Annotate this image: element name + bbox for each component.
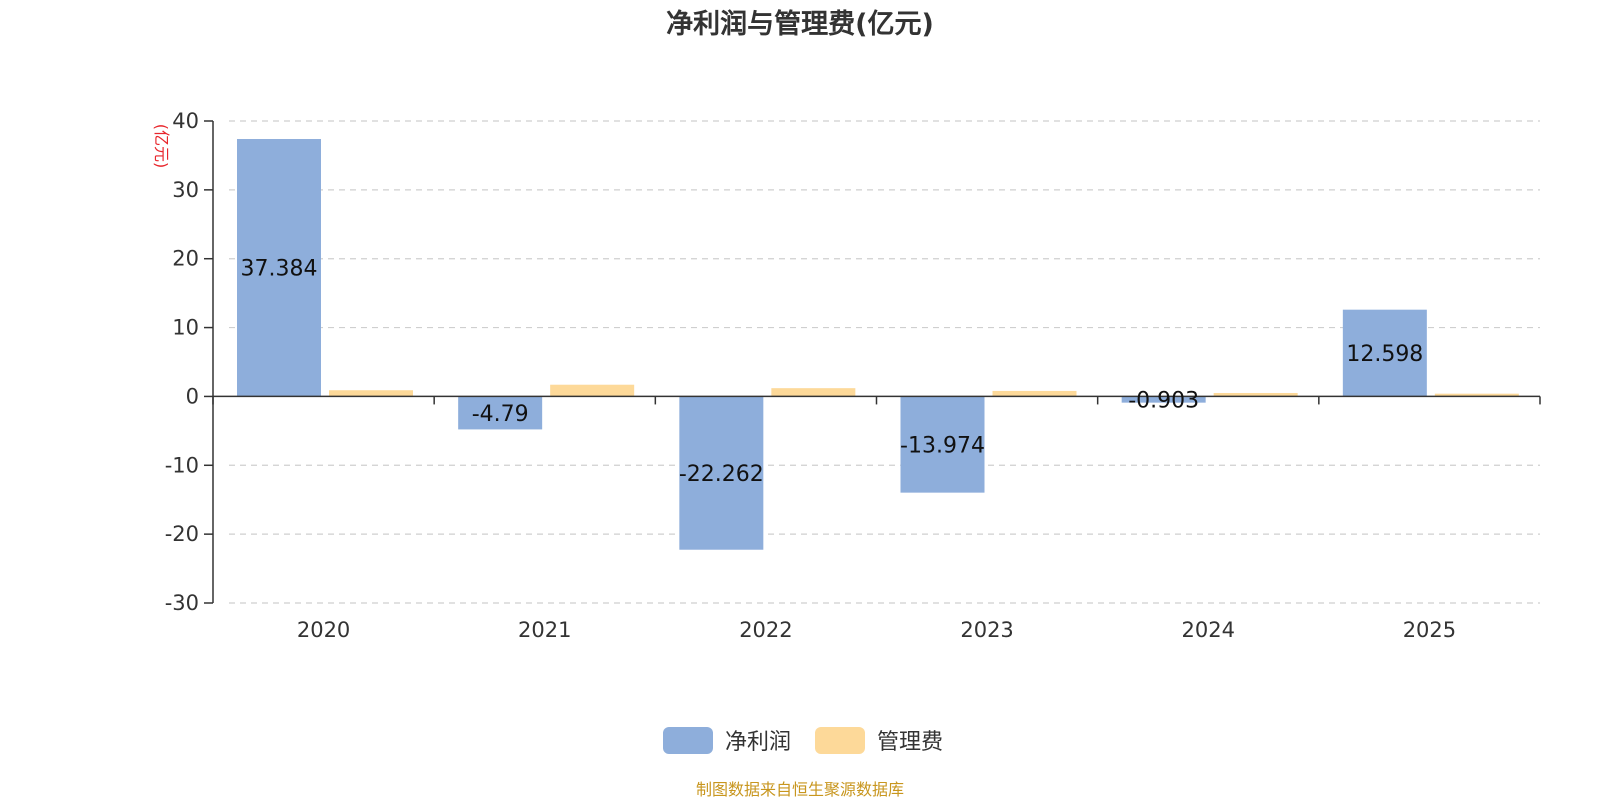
data-label: -0.903 bbox=[1128, 389, 1199, 414]
bar-net-profit bbox=[458, 396, 543, 430]
gridlines bbox=[229, 120, 1540, 604]
data-label: -4.79 bbox=[472, 402, 529, 427]
bar-admin-expense bbox=[992, 390, 1077, 397]
x-tick-label: 2021 bbox=[518, 618, 571, 642]
bar-net-profit bbox=[900, 396, 985, 493]
axes: 40 30 20 10 0 -10 -20 -30 2020 2021 2022 2023 2024 20… bbox=[165, 109, 1541, 642]
x-tick-label: 2022 bbox=[739, 618, 792, 642]
x-tick-label: 2023 bbox=[960, 618, 1013, 642]
y-tick-label: 20 bbox=[172, 247, 199, 271]
bar-net-profit bbox=[679, 396, 764, 550]
legend-swatch bbox=[663, 727, 713, 754]
legend-item[interactable]: 管理费 bbox=[815, 727, 943, 755]
legend[interactable]: 净利润 管理费 bbox=[663, 727, 943, 755]
chart-title: 净利润与管理费(亿元) bbox=[666, 8, 934, 40]
data-label: 12.598 bbox=[1346, 342, 1423, 367]
x-tick-label: 2020 bbox=[297, 618, 350, 642]
x-tick-label: 2024 bbox=[1182, 618, 1235, 642]
bar-net-profit bbox=[1342, 309, 1427, 397]
bar-admin-expense bbox=[550, 384, 635, 397]
data-label: 37.384 bbox=[241, 257, 318, 282]
y-tick-label: -30 bbox=[165, 591, 199, 615]
data-label: -13.974 bbox=[900, 434, 985, 459]
bar-admin-expense bbox=[329, 390, 413, 397]
legend-label: 管理费 bbox=[877, 730, 943, 755]
y-tick-label: 40 bbox=[172, 109, 199, 133]
legend-item[interactable]: 净利润 bbox=[663, 727, 791, 755]
bar-admin-expense bbox=[771, 388, 856, 397]
bar-net-profit bbox=[237, 139, 321, 397]
x-tick-label: 2025 bbox=[1403, 618, 1456, 642]
legend-swatch bbox=[815, 727, 865, 754]
y-tick-label: 10 bbox=[172, 316, 199, 340]
bar-net-profit bbox=[1121, 396, 1206, 403]
data-labels: 37.384 -4.79 -22.262 -13.974 -0.903 12.598 bbox=[241, 257, 1424, 487]
legend-label: 净利润 bbox=[725, 730, 791, 755]
data-label: -22.262 bbox=[679, 462, 764, 487]
bars bbox=[237, 139, 1519, 550]
y-tick-label: 0 bbox=[186, 384, 199, 408]
y-tick-label: -10 bbox=[165, 453, 199, 477]
y-tick-label: 30 bbox=[172, 178, 199, 202]
y-tick-label: -20 bbox=[165, 522, 199, 546]
source-note: 制图数据来自恒生聚源数据库 bbox=[696, 780, 904, 799]
y-axis-unit: (亿元) bbox=[152, 124, 171, 169]
bar-admin-expense bbox=[1213, 392, 1298, 397]
bar-admin-expense bbox=[1434, 393, 1519, 397]
